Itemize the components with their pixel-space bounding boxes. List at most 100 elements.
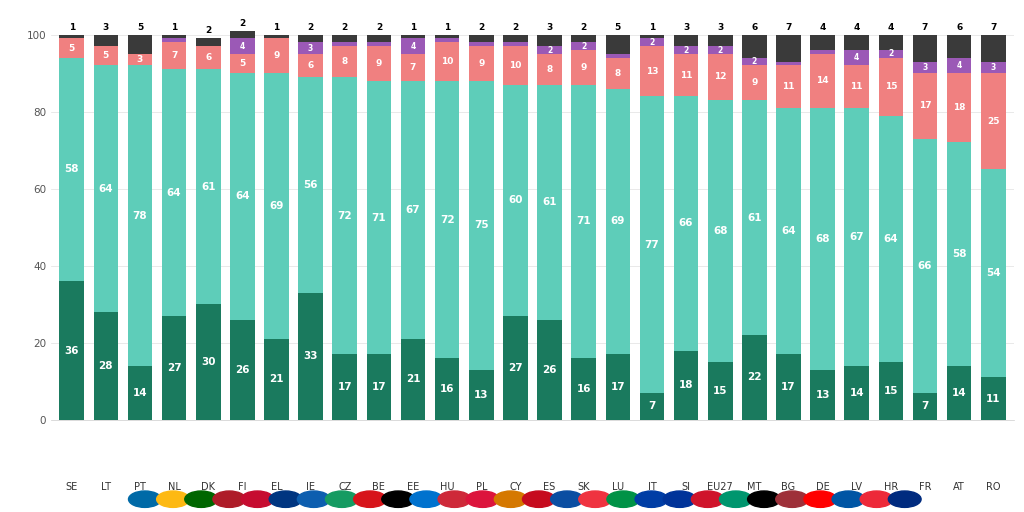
Bar bbox=[503, 84, 527, 316]
Bar bbox=[674, 96, 698, 351]
Bar bbox=[469, 370, 494, 420]
Text: 18: 18 bbox=[953, 103, 966, 112]
Text: 5: 5 bbox=[240, 59, 246, 68]
Bar bbox=[400, 81, 425, 339]
Bar bbox=[128, 366, 153, 420]
Text: 5: 5 bbox=[137, 23, 143, 32]
Bar bbox=[708, 362, 732, 420]
Bar bbox=[640, 35, 665, 38]
Bar bbox=[333, 77, 357, 354]
Text: 3: 3 bbox=[102, 23, 109, 32]
Bar bbox=[538, 35, 562, 46]
Bar bbox=[708, 35, 732, 46]
Bar bbox=[879, 116, 903, 362]
Bar bbox=[298, 77, 323, 293]
Bar bbox=[400, 38, 425, 54]
Bar bbox=[810, 35, 835, 50]
Bar bbox=[298, 293, 323, 420]
Bar bbox=[93, 46, 118, 66]
Text: 6: 6 bbox=[752, 23, 758, 32]
Text: 2: 2 bbox=[683, 46, 689, 55]
Text: 25: 25 bbox=[987, 117, 999, 126]
Text: 61: 61 bbox=[748, 212, 762, 223]
Text: 10: 10 bbox=[509, 61, 521, 70]
Bar bbox=[810, 50, 835, 54]
Text: 2: 2 bbox=[512, 23, 518, 32]
Text: 72: 72 bbox=[440, 215, 455, 225]
Text: 9: 9 bbox=[376, 59, 382, 68]
Bar bbox=[469, 46, 494, 81]
Bar bbox=[708, 46, 732, 54]
Bar bbox=[981, 73, 1006, 169]
Bar bbox=[810, 370, 835, 420]
Text: 4: 4 bbox=[854, 53, 859, 62]
Text: 3: 3 bbox=[547, 23, 553, 32]
Bar bbox=[503, 42, 527, 46]
Bar bbox=[59, 38, 84, 58]
Bar bbox=[59, 58, 84, 281]
Bar bbox=[128, 35, 153, 54]
Bar bbox=[845, 35, 869, 50]
Text: 2: 2 bbox=[240, 18, 246, 28]
Bar bbox=[333, 354, 357, 420]
Text: 6: 6 bbox=[956, 23, 963, 32]
Text: 2: 2 bbox=[718, 46, 723, 55]
Bar bbox=[93, 66, 118, 312]
Text: 3: 3 bbox=[137, 55, 143, 64]
Text: 72: 72 bbox=[338, 210, 352, 221]
Text: 3: 3 bbox=[308, 44, 313, 53]
Text: 60: 60 bbox=[508, 195, 522, 205]
Text: 16: 16 bbox=[577, 384, 591, 394]
Text: 30: 30 bbox=[201, 357, 215, 367]
Text: 9: 9 bbox=[581, 63, 587, 72]
Text: 3: 3 bbox=[923, 63, 928, 72]
Text: 64: 64 bbox=[98, 184, 113, 194]
Bar bbox=[947, 58, 972, 73]
Text: 17: 17 bbox=[610, 382, 625, 392]
Bar bbox=[162, 35, 186, 38]
Text: 11: 11 bbox=[782, 82, 795, 91]
Bar bbox=[400, 35, 425, 38]
Bar bbox=[298, 42, 323, 54]
Bar bbox=[367, 46, 391, 81]
Bar bbox=[435, 42, 460, 81]
Bar bbox=[571, 84, 596, 358]
Text: 22: 22 bbox=[748, 372, 762, 382]
Bar bbox=[912, 35, 937, 61]
Bar bbox=[435, 358, 460, 420]
Bar bbox=[947, 142, 972, 366]
Text: 2: 2 bbox=[547, 46, 552, 55]
Text: 61: 61 bbox=[201, 182, 215, 192]
Text: 2: 2 bbox=[888, 49, 894, 58]
Text: 69: 69 bbox=[269, 201, 284, 211]
Bar bbox=[367, 42, 391, 46]
Text: 4: 4 bbox=[956, 61, 962, 70]
Text: 67: 67 bbox=[406, 205, 420, 215]
Text: 2: 2 bbox=[478, 23, 484, 32]
Text: 7: 7 bbox=[990, 23, 996, 32]
Text: 7: 7 bbox=[648, 401, 655, 411]
Text: 5: 5 bbox=[614, 23, 621, 32]
Text: 14: 14 bbox=[133, 388, 147, 398]
Bar bbox=[435, 35, 460, 38]
Text: 17: 17 bbox=[919, 101, 931, 111]
Bar bbox=[776, 354, 801, 420]
Bar bbox=[162, 42, 186, 69]
Bar bbox=[469, 35, 494, 42]
Text: 17: 17 bbox=[781, 382, 796, 392]
Text: 14: 14 bbox=[816, 76, 828, 86]
Bar bbox=[845, 108, 869, 366]
Bar bbox=[640, 393, 665, 420]
Text: 4: 4 bbox=[854, 23, 860, 32]
Bar bbox=[947, 366, 972, 420]
Bar bbox=[435, 81, 460, 358]
Text: 71: 71 bbox=[577, 217, 591, 226]
Text: 3: 3 bbox=[990, 63, 996, 72]
Text: 28: 28 bbox=[98, 361, 113, 371]
Text: 21: 21 bbox=[406, 374, 420, 385]
Bar bbox=[674, 46, 698, 54]
Text: 27: 27 bbox=[167, 363, 181, 373]
Text: 77: 77 bbox=[644, 240, 659, 249]
Text: 7: 7 bbox=[922, 401, 929, 411]
Bar bbox=[879, 50, 903, 58]
